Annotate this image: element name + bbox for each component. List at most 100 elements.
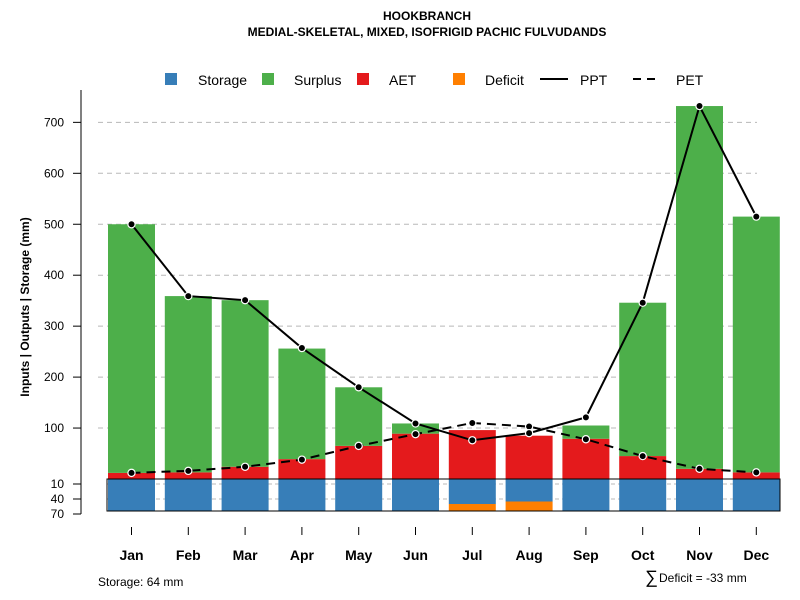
x-tick-label-dec: Dec [743, 547, 769, 563]
point-ppt-oct [638, 298, 647, 307]
point-pet-jul [468, 418, 477, 428]
point-pet-mar [240, 462, 250, 471]
x-tick-label-jan: Jan [119, 547, 143, 563]
bar-surplus-oct [619, 302, 667, 457]
y-tick-label-200: 200 [44, 370, 64, 384]
x-tick-label-feb: Feb [176, 547, 201, 563]
bar-surplus-may [335, 387, 383, 446]
x-tick-label-jun: Jun [403, 547, 428, 563]
bar-storage-jul [448, 479, 496, 504]
storage-panel [106, 478, 781, 512]
bar-storage-aug [505, 479, 553, 502]
legend-swatch-aet [357, 73, 369, 85]
bar-deficit-aug [505, 501, 553, 511]
point-pet-may [354, 441, 363, 451]
legend-label-ppt: PPT [580, 72, 608, 88]
y-tick-label-storage-10: 10 [51, 477, 65, 491]
y-tick-label-300: 300 [44, 319, 64, 333]
legend-label-pet: PET [676, 72, 704, 88]
legend-label-aet: AET [389, 72, 417, 88]
bar-deficit-jul [448, 504, 496, 511]
bar-surplus-jun [392, 423, 439, 434]
lines [127, 101, 761, 478]
chart-subtitle: MEDIAL-SKELETAL, MIXED, ISOFRIGID PACHIC… [248, 25, 607, 39]
bar-storage-jun [392, 479, 439, 511]
bar-aet-aug [505, 435, 553, 479]
bars [108, 106, 780, 479]
point-pet-nov [695, 464, 704, 474]
y-tick-label-100: 100 [44, 421, 64, 435]
bar-surplus-nov [676, 106, 723, 469]
sum-icon: ∑ [645, 567, 658, 587]
point-ppt-sep [581, 413, 591, 422]
bar-storage-jan [108, 479, 155, 511]
bar-storage-feb [164, 479, 212, 511]
bar-aet-sep [562, 438, 610, 479]
legend-label-surplus: Surplus [294, 72, 341, 88]
bar-aet-mar [221, 466, 269, 479]
x-tick-label-aug: Aug [515, 547, 542, 563]
y-tick-label-storage-40: 40 [51, 492, 65, 506]
point-pet-sep [581, 435, 591, 444]
y-axis-label: Inputs | Outputs | Storage (mm) [18, 217, 32, 396]
y-tick-label-400: 400 [44, 268, 64, 282]
bar-aet-jun [392, 433, 439, 479]
bar-aet-nov [676, 468, 723, 479]
legend-swatch-storage [165, 73, 177, 85]
x-tick-label-jul: Jul [462, 547, 482, 563]
bar-storage-nov [676, 479, 723, 511]
point-pet-oct [638, 451, 647, 461]
point-ppt-feb [184, 291, 193, 301]
bar-surplus-feb [164, 296, 212, 473]
legend-label-storage: Storage [198, 72, 247, 88]
point-pet-jan [127, 468, 136, 478]
bar-storage-dec [732, 479, 780, 511]
point-ppt-nov [695, 101, 704, 111]
bar-surplus-mar [221, 300, 269, 467]
y-tick-label-500: 500 [44, 217, 64, 231]
line-ppt [130, 103, 758, 442]
point-ppt-may [354, 383, 363, 392]
legend-label-deficit: Deficit [485, 72, 524, 88]
point-pet-feb [184, 466, 193, 476]
bar-aet-feb [164, 472, 212, 479]
point-ppt-aug [524, 428, 534, 438]
bar-storage-oct [619, 479, 667, 511]
bar-storage-sep [562, 479, 610, 511]
bar-aet-oct [619, 456, 667, 479]
legend: Storage Surplus AET Deficit PPT PET [165, 72, 704, 88]
point-ppt-jun [411, 419, 420, 428]
point-pet-apr [297, 455, 307, 464]
y-tick-label-600: 600 [44, 166, 64, 180]
point-ppt-jul [468, 436, 477, 445]
bar-storage-may [335, 479, 383, 511]
chart-title: HOOKBRANCH [383, 9, 471, 23]
x-tick-label-may: May [345, 547, 372, 563]
bar-surplus-jan [108, 224, 155, 473]
storage-border [106, 478, 781, 512]
bar-surplus-dec [732, 216, 780, 473]
bar-aet-apr [278, 459, 326, 479]
legend-swatch-surplus [262, 73, 274, 85]
legend-swatch-deficit [453, 73, 465, 85]
x-tick-label-apr: Apr [290, 547, 315, 563]
y-tick-label-700: 700 [44, 115, 64, 129]
point-ppt-dec [752, 212, 761, 221]
x-tick-label-sep: Sep [573, 547, 599, 563]
bar-surplus-apr [278, 348, 326, 460]
x-tick-label-oct: Oct [631, 547, 655, 563]
point-ppt-jan [127, 220, 136, 229]
storage-annotation: Storage: 64 mm [98, 575, 183, 589]
deficit-annotation: Deficit = -33 mm [659, 571, 747, 585]
line-pet [131, 421, 757, 474]
bar-aet-may [335, 445, 383, 479]
bar-storage-mar [221, 479, 269, 511]
point-pet-dec [752, 468, 761, 477]
x-tick-label-mar: Mar [233, 547, 258, 563]
x-axis-ticks: Jan Feb Mar Apr May Jun Jul Aug Sep Oct Nov Dec [119, 527, 769, 563]
bar-surplus-sep [562, 425, 610, 439]
point-pet-jun [411, 429, 420, 439]
point-ppt-apr [297, 343, 307, 353]
